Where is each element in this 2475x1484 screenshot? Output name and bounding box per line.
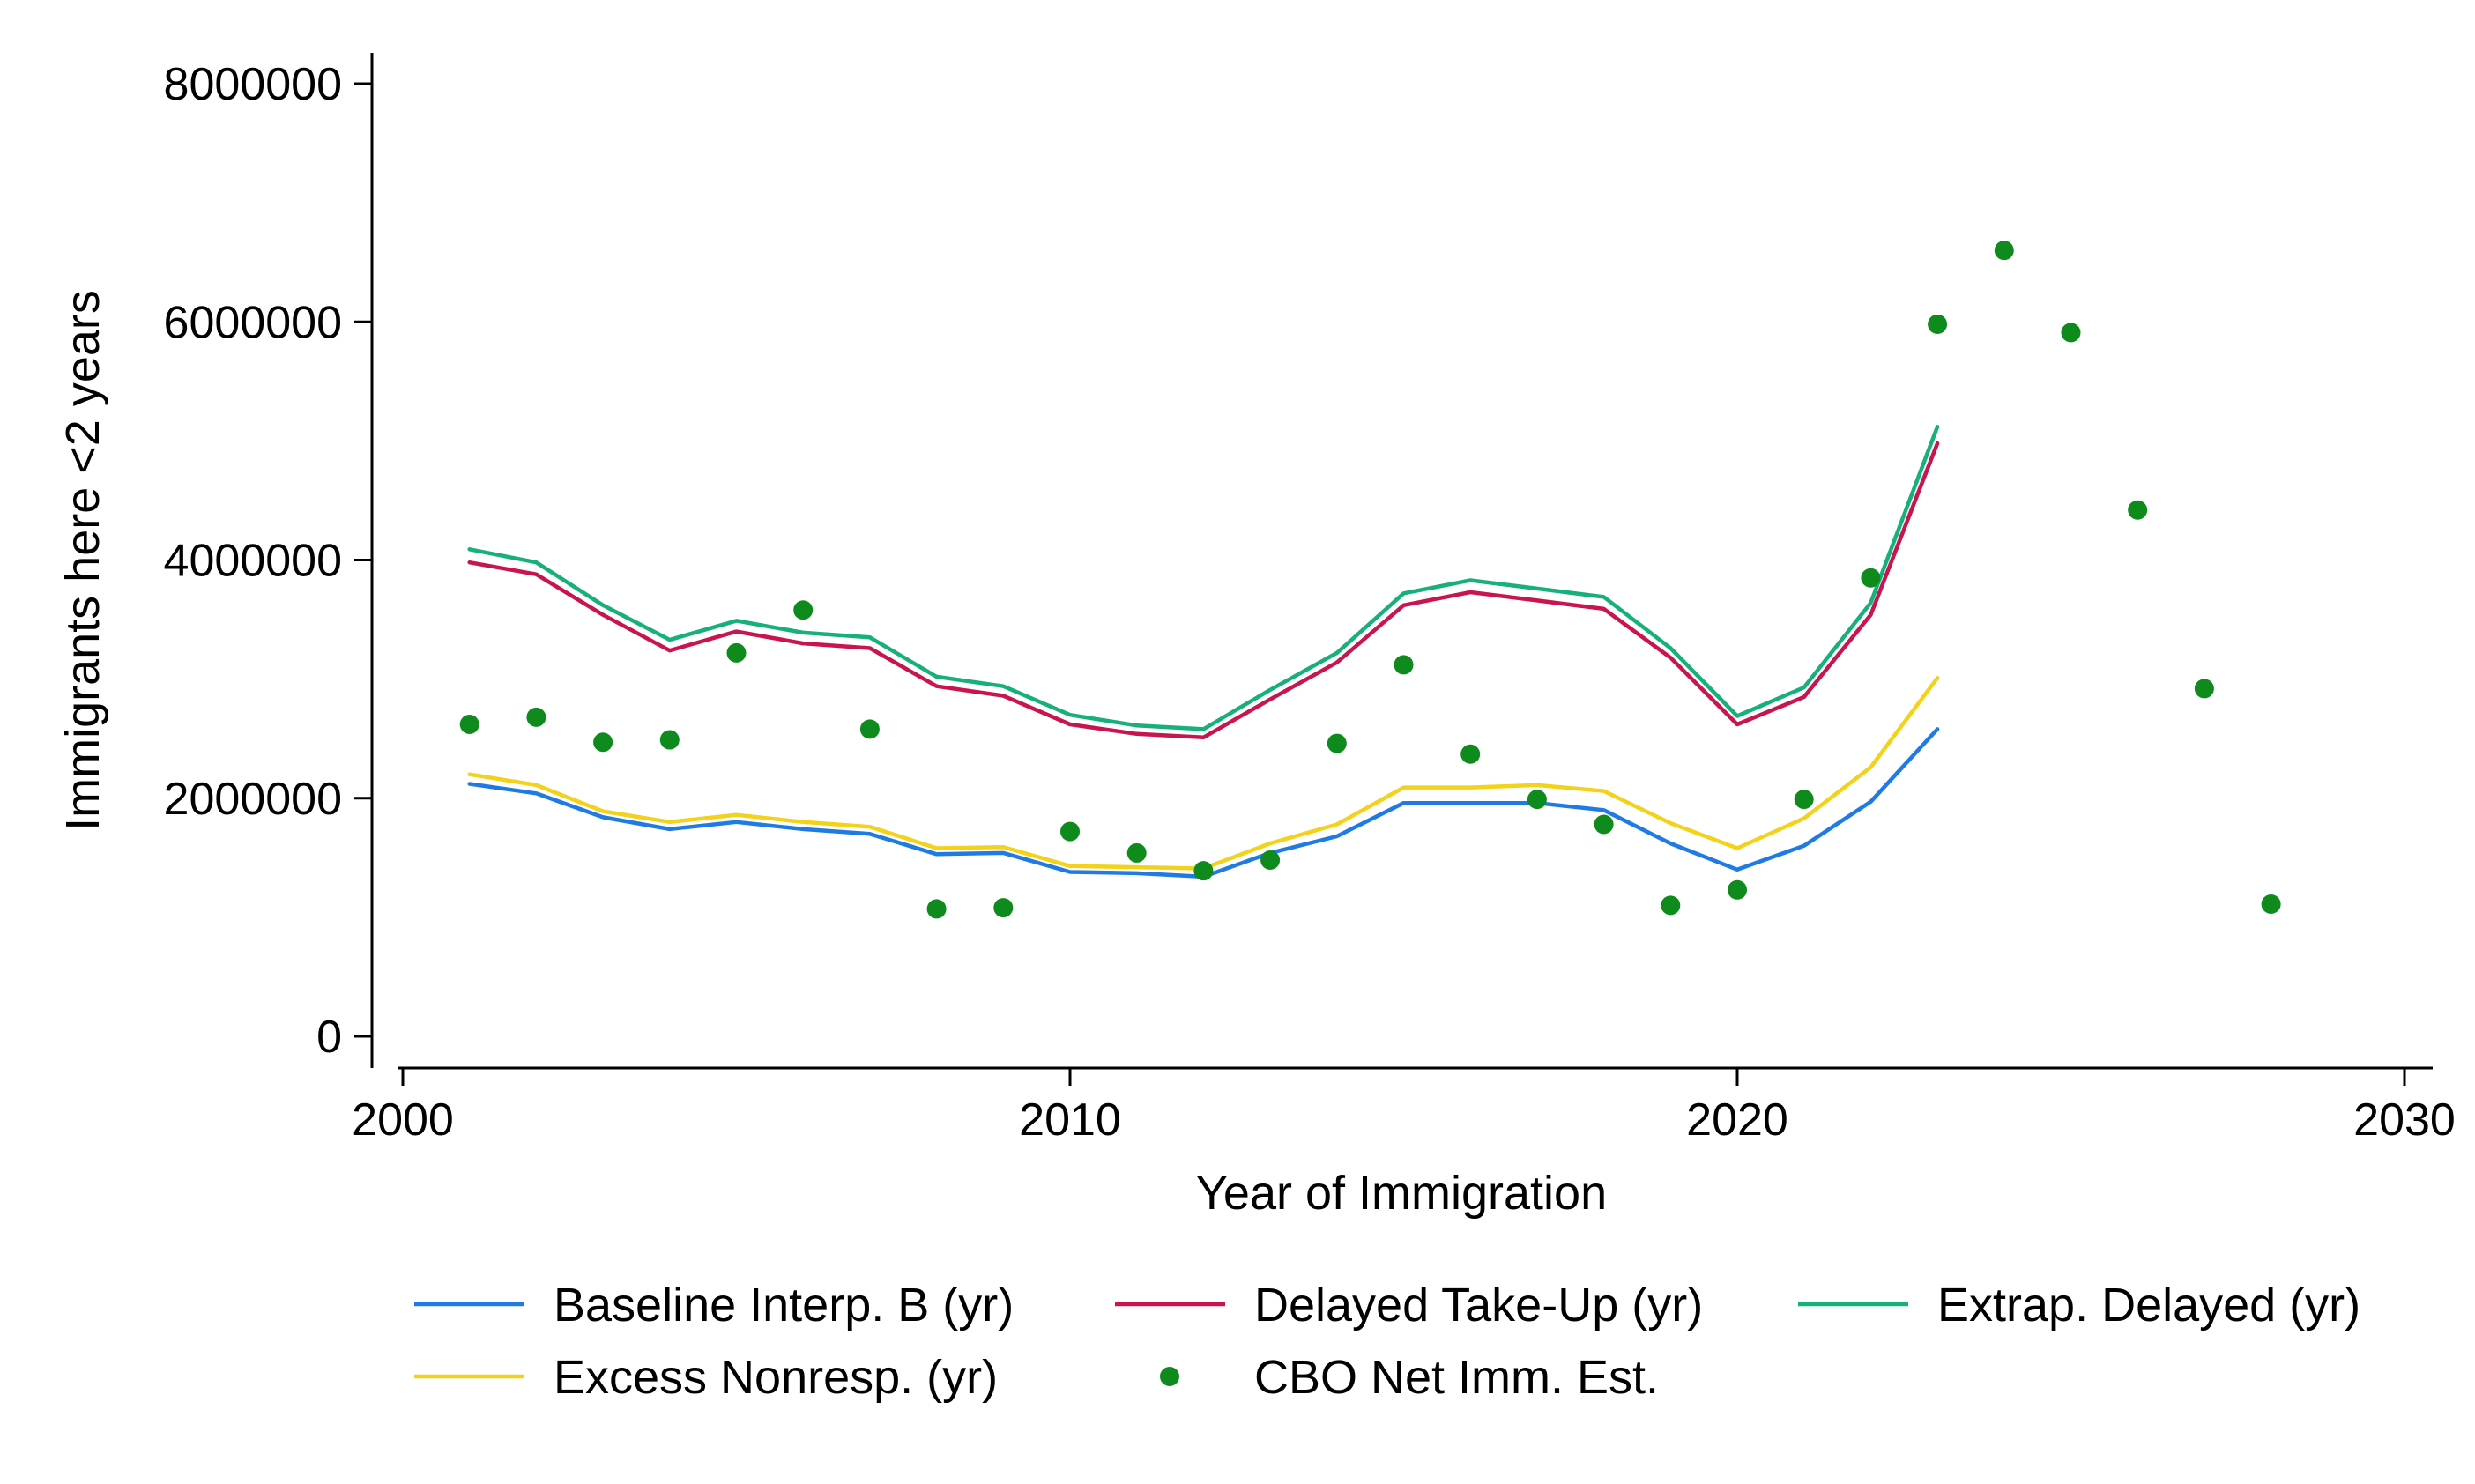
scatter-point <box>1060 821 1080 842</box>
y-tick-label: 0 <box>316 1012 342 1063</box>
y-tick-label: 6000000 <box>164 297 342 348</box>
scatter-point <box>593 732 613 753</box>
legend-label: Delayed Take-Up (yr) <box>1254 1279 1703 1332</box>
scatter-point <box>1394 655 1414 675</box>
x-tick-label: 2000 <box>352 1094 454 1146</box>
y-tick-label: 4000000 <box>164 536 342 587</box>
x-tick-label: 2020 <box>1686 1094 1788 1146</box>
scatter-point <box>1794 790 1814 810</box>
series-line-2 <box>467 424 1940 731</box>
legend-item: Extrap. Delayed (yr) <box>1798 1279 2360 1332</box>
scatter-point <box>1327 733 1347 753</box>
scatter-point <box>659 730 680 750</box>
legend-item: Excess Nonresp. (yr) <box>414 1351 998 1404</box>
scatter-point <box>1594 814 1614 835</box>
scatter-point <box>459 714 479 734</box>
scatter-point <box>1460 744 1481 764</box>
scatter-point <box>526 707 546 727</box>
legend-label: Baseline Interp. B (yr) <box>554 1279 1014 1332</box>
scatter-point <box>2194 679 2214 699</box>
scatter-point <box>993 898 1014 918</box>
y-axis-title: Immigrants here <2 years <box>56 290 109 831</box>
legend-label: CBO Net Imm. Est. <box>1254 1351 1659 1404</box>
scatter-point <box>1527 790 1547 810</box>
scatter-point <box>793 600 814 620</box>
y-ticks: 0 2000000 4000000 6000000 8000000 <box>164 59 372 1063</box>
x-tick-label: 2030 <box>2353 1094 2456 1146</box>
legend: Baseline Interp. B (yr) Delayed Take-Up (… <box>414 1279 2360 1404</box>
scatter-point <box>859 719 880 739</box>
scatter-point <box>1661 895 1681 916</box>
series-layer <box>459 241 2281 919</box>
scatter-point <box>1994 241 2014 261</box>
scatter-point <box>2261 894 2281 915</box>
y-tick-label: 8000000 <box>164 59 342 110</box>
y-tick-label: 2000000 <box>164 774 342 825</box>
scatter-point <box>1193 861 1214 881</box>
series-line-1 <box>467 441 1940 740</box>
scatter-point <box>726 642 747 663</box>
scatter-point <box>1861 568 1881 588</box>
legend-swatch <box>1160 1367 1179 1386</box>
legend-item: Delayed Take-Up (yr) <box>1115 1279 1703 1332</box>
legend-label: Extrap. Delayed (yr) <box>1937 1279 2360 1332</box>
legend-item: Baseline Interp. B (yr) <box>414 1279 1014 1332</box>
scatter-point <box>1928 314 1948 334</box>
legend-label: Excess Nonresp. (yr) <box>554 1351 998 1404</box>
x-ticks: 2000 2010 2020 2030 <box>352 1068 2456 1146</box>
scatter-point <box>1126 842 1147 863</box>
scatter-point <box>1260 850 1281 871</box>
x-tick-label: 2010 <box>1019 1094 1121 1146</box>
legend-item: CBO Net Imm. Est. <box>1160 1351 1659 1404</box>
scatter-point <box>926 899 947 919</box>
scatter-point <box>2061 323 2081 343</box>
x-axis-title: Year of Immigration <box>1196 1167 1607 1220</box>
scatter-point <box>1728 879 1747 900</box>
scatter-point <box>2128 500 2148 520</box>
